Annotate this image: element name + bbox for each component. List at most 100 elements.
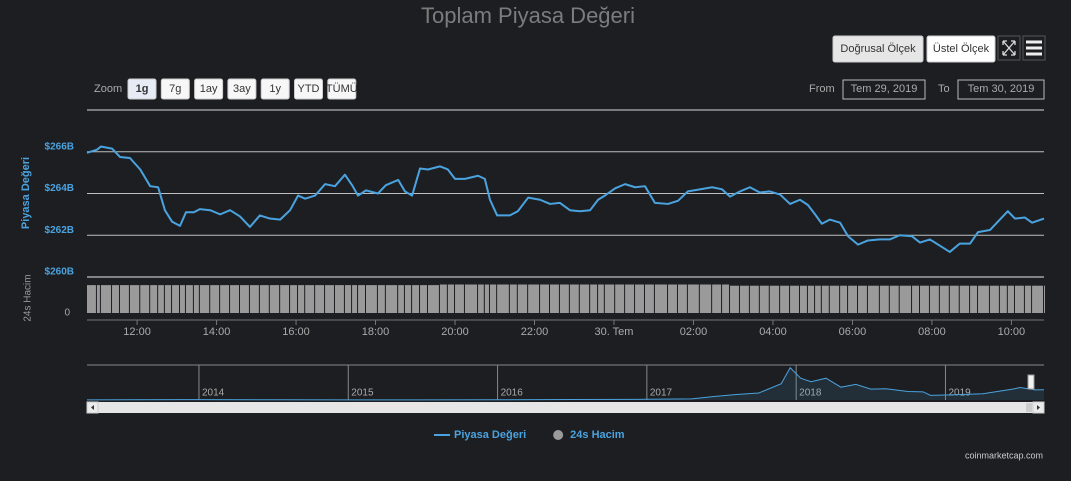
scrollbar[interactable] <box>87 402 1044 413</box>
scale-button-label[interactable]: Doğrusal Ölçek <box>840 43 916 55</box>
navigator-tick-label: 2019 <box>948 388 971 399</box>
to-input[interactable] <box>957 79 1045 100</box>
volume-bar <box>484 284 489 313</box>
zoom-button-label[interactable]: 3ay <box>233 83 251 95</box>
zoom-button[interactable] <box>260 78 290 100</box>
legend-label[interactable]: Piyasa Değeri <box>454 429 526 441</box>
volume-bar <box>344 285 352 313</box>
zoom-button-label[interactable]: YTD <box>298 83 320 95</box>
zoom-button[interactable] <box>160 78 190 100</box>
scroll-left-arrow <box>91 405 94 410</box>
volume-bar <box>528 284 540 313</box>
scale-button[interactable] <box>832 35 924 63</box>
volume-bar <box>112 285 119 313</box>
x-tick-label: 22:00 <box>521 326 549 338</box>
volume-bar <box>1014 285 1024 313</box>
navigator-tick-label: 2018 <box>799 388 822 399</box>
volume-bar <box>259 285 269 313</box>
navigator-handle[interactable] <box>1027 374 1035 390</box>
volume-bar <box>749 285 759 313</box>
volume-bar <box>668 284 677 313</box>
y-axis-title: Piyasa Değeri <box>20 157 32 229</box>
volume-bar <box>829 285 840 313</box>
volume-bar <box>559 284 569 313</box>
volume-bar <box>325 285 334 313</box>
volume-bar <box>455 284 464 313</box>
zoom-buttons: 1g 7g 1ay 3ay 1y YTD TÜMÜ <box>127 78 358 100</box>
zoom-button-label[interactable]: 1y <box>269 83 281 95</box>
menu-button[interactable] <box>1022 35 1046 61</box>
x-tick-label: 14:00 <box>203 326 231 338</box>
volume-bar <box>799 285 807 313</box>
navigator-area <box>87 367 1044 400</box>
volume-bar <box>579 284 590 313</box>
zoom-button[interactable] <box>127 78 157 100</box>
fullscreen-button[interactable] <box>997 35 1021 61</box>
volume-bar <box>305 285 315 313</box>
volume-bar <box>780 285 790 313</box>
from-input[interactable] <box>842 79 926 100</box>
volume-bar <box>439 284 447 313</box>
zoom-button-label[interactable]: TÜMÜ <box>326 83 358 95</box>
navigator-tick-label: 2014 <box>202 388 225 399</box>
volume-bar <box>385 285 398 313</box>
zoom-button[interactable] <box>294 78 323 100</box>
volume-bar <box>807 285 815 313</box>
volume-bar <box>598 284 604 313</box>
legend-label[interactable]: 24s Hacim <box>570 429 625 441</box>
volume-bar <box>590 284 598 313</box>
volume-bar <box>199 285 210 313</box>
volume-bar <box>140 285 150 313</box>
zoom-button-label[interactable]: 7g <box>169 83 181 95</box>
volume-bar <box>848 285 858 313</box>
scroll-thumb[interactable] <box>1026 403 1032 412</box>
volume-bar <box>193 285 199 313</box>
volume-bar <box>509 284 517 313</box>
volume-bar <box>497 284 509 313</box>
volume-bar <box>939 285 949 313</box>
volume-bar <box>158 285 164 313</box>
volume-bar <box>334 285 344 313</box>
volume-bar <box>172 285 179 313</box>
volume-bar <box>269 285 280 313</box>
volume-bar <box>867 285 879 313</box>
legend-symbol <box>553 430 564 440</box>
from-value[interactable]: Tem 29, 2019 <box>851 83 918 95</box>
y2-axis-title: 24s Hacim <box>23 274 34 321</box>
volume-bar <box>959 285 970 313</box>
x-tick-label: 06:00 <box>839 326 867 338</box>
volume-bar <box>1044 285 1045 313</box>
y-tick-label: $262B <box>45 225 74 236</box>
volume-bar <box>398 285 404 313</box>
volume-bar <box>489 284 497 313</box>
volume-bar <box>899 285 912 313</box>
zoom-button[interactable] <box>227 78 257 100</box>
scale-button[interactable] <box>926 35 996 63</box>
zoom-button[interactable] <box>194 78 224 100</box>
volume-bar <box>365 285 377 313</box>
credit: coinmarketcap.com <box>965 450 1043 460</box>
chart-title: Toplam Piyasa Değeri <box>421 3 635 28</box>
volume-bar <box>790 285 799 313</box>
zoom-button-label[interactable]: 1g <box>136 83 149 95</box>
volume-bar <box>464 284 478 313</box>
volume-bar <box>540 284 550 313</box>
zoom-button-label[interactable]: 1ay <box>200 83 218 95</box>
navigator-tick-label: 2015 <box>351 388 374 399</box>
x-tick-label: 10:00 <box>998 326 1026 338</box>
volume-bar <box>815 285 821 313</box>
x-tick-label: 12:00 <box>123 326 151 338</box>
navigator-tick-label: 2017 <box>650 388 673 399</box>
volume-bar <box>949 285 959 313</box>
scale-button-label[interactable]: Üstel Ölçek <box>933 43 990 55</box>
volume-bar <box>1032 285 1043 313</box>
volume-bar <box>550 284 559 313</box>
y-tick-label: $260B <box>45 267 74 278</box>
volume-bar <box>677 284 687 313</box>
zoom-button[interactable] <box>327 78 357 100</box>
y2-tick-label: 0 <box>64 308 70 319</box>
volume-bar <box>1007 285 1014 313</box>
to-value[interactable]: Tem 30, 2019 <box>968 83 1035 95</box>
volume-bar <box>119 285 129 313</box>
